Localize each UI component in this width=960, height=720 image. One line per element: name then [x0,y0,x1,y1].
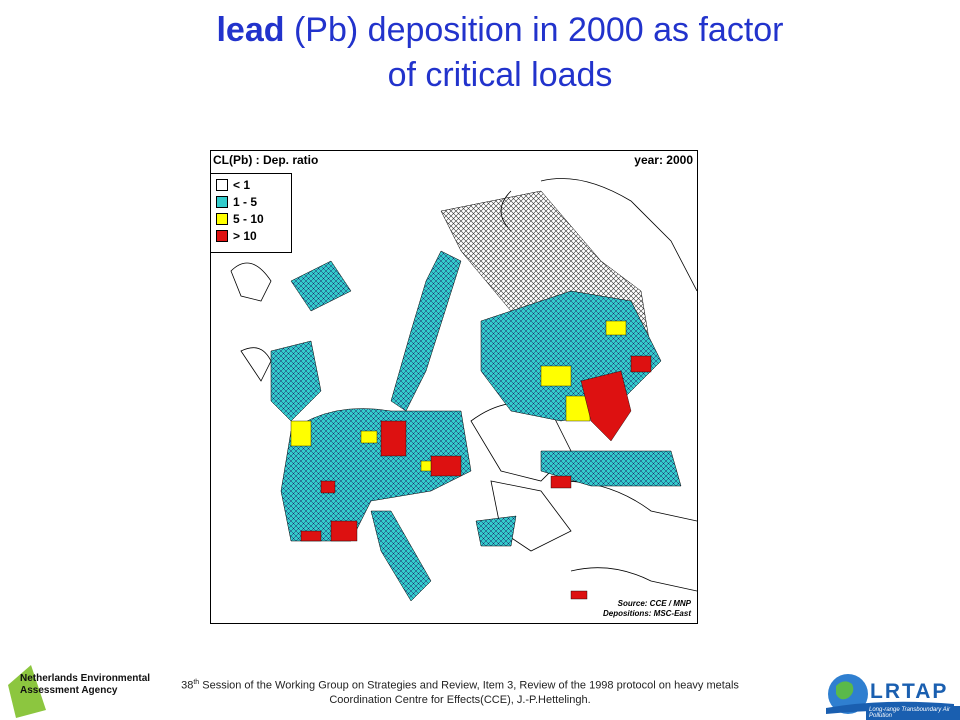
title-bold-word: lead [216,11,285,49]
map-legend: < 1 1 - 5 5 - 10 > 10 [211,173,292,253]
nea-line-1: Netherlands Environmental [20,673,151,684]
legend-label-lt1: < 1 [233,178,251,192]
lrtap-logo-subtitle: Long-range Transboundary Air Pollution [866,706,960,720]
lrtap-logo-text: LRTAP [870,680,949,703]
legend-label-1-5: 1 - 5 [233,195,258,209]
deposition-map: CL(Pb) : Dep. ratio year: 2000 < 1 1 - 5… [210,150,698,624]
nea-logo-icon [8,665,46,718]
legend-item-1-5: 1 - 5 [216,195,257,209]
slide-footer: 38th Session of the Working Group on Str… [150,676,770,707]
footer-line-1-text: Session of the Working Group on Strategi… [199,679,739,692]
map-header-left: CL(Pb) : Dep. ratio [213,153,319,167]
source-line: Source: CCE / MNP [617,599,691,608]
depositions-line: Depositions: MSC-East [602,609,691,618]
legend-item-gt10: > 10 [216,229,257,243]
nea-line-2: Assessment Agency [20,685,118,696]
western-region [280,408,472,542]
footer-line-1: 38th Session of the Working Group on Str… [150,676,770,693]
title-line-1-rest: (Pb) deposition in 2000 as factor [284,11,784,49]
legend-swatch-yellow [216,213,228,225]
legend-item-lt1: < 1 [216,178,250,192]
legend-item-5-10: 5 - 10 [216,212,264,226]
footer-ordinal: 38 [181,679,194,692]
legend-label-gt10: > 10 [233,229,257,243]
legend-swatch-red [216,230,228,242]
europe-map-graphic [230,178,697,602]
nea-logo-text: Netherlands Environmental Assessment Age… [20,673,150,697]
legend-swatch-cyan [216,196,228,208]
map-header-right: year: 2000 [634,153,693,167]
legend-swatch-white [216,179,228,191]
footer-line-2: Coordination Centre for Effects(CCE), J.… [329,693,591,706]
scandinavia-region [390,250,462,412]
footer-ordinal-sup: th [193,679,200,686]
legend-label-5-10: 5 - 10 [233,212,264,226]
slide-title: lead (Pb) deposition in 2000 as factor o… [120,8,880,98]
title-line-1: lead (Pb) deposition in 2000 as factor [120,8,880,53]
title-line-2: of critical loads [387,56,613,94]
map-source: Source: CCE / MNP Depositions: MSC-East [603,599,691,619]
